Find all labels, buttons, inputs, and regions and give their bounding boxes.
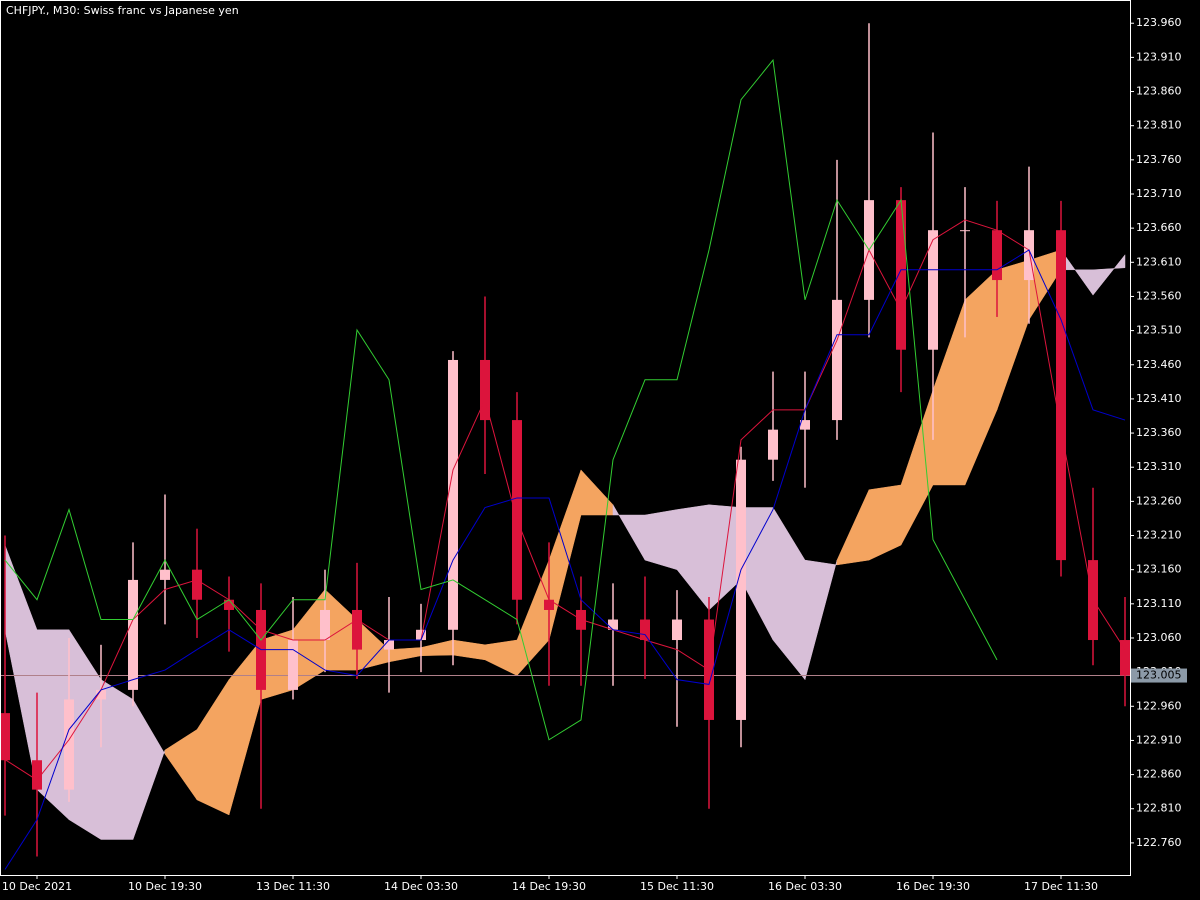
y-tick-label: 123.510 — [1136, 324, 1182, 337]
candle-body — [768, 429, 778, 460]
indicator-line — [4, 219, 1126, 781]
candle-body — [224, 599, 234, 610]
candle-body — [1120, 640, 1130, 676]
x-tick-label: 13 Dec 11:30 — [256, 880, 330, 893]
candle-body — [288, 640, 298, 690]
candle-body — [608, 619, 618, 630]
y-tick-label: 123.260 — [1136, 494, 1182, 507]
candle-body — [640, 619, 650, 641]
y-tick-label: 123.910 — [1136, 50, 1182, 63]
cloud-segment — [100, 679, 134, 840]
y-tick-label: 122.860 — [1136, 768, 1182, 781]
x-tick-label: 14 Dec 03:30 — [384, 880, 458, 893]
candle-body — [480, 359, 490, 421]
chart-title: CHFJPY., M30: Swiss franc vs Japanese ye… — [6, 4, 239, 17]
plot-frame — [0, 0, 1131, 876]
cloud-segment — [644, 509, 678, 571]
x-tick-label: 10 Dec 19:30 — [128, 880, 202, 893]
y-tick-label: 123.110 — [1136, 597, 1182, 610]
indicator-line — [4, 58, 998, 741]
x-tick-label: 10 Dec 2021 — [2, 880, 72, 893]
x-tick-label: 16 Dec 19:30 — [896, 880, 970, 893]
y-tick-label: 122.960 — [1136, 699, 1182, 712]
candle-body — [512, 420, 522, 600]
y-tick-label: 123.310 — [1136, 460, 1182, 473]
candle-body — [736, 459, 746, 720]
candle-body — [928, 230, 938, 350]
candle-body — [64, 699, 74, 790]
x-tick-label: 15 Dec 11:30 — [640, 880, 714, 893]
y-tick-label: 123.160 — [1136, 563, 1182, 576]
y-tick-label: 122.760 — [1136, 836, 1182, 849]
candle-body — [192, 569, 202, 600]
candle-body — [800, 420, 810, 430]
candle-body — [960, 230, 970, 232]
y-tick-label: 122.910 — [1136, 733, 1182, 746]
candle-body — [320, 609, 330, 641]
candle-body — [416, 629, 426, 641]
y-tick-label: 123.860 — [1136, 85, 1182, 98]
y-tick-label: 123.810 — [1136, 119, 1182, 132]
candle-body — [832, 299, 842, 421]
y-tick-label: 123.360 — [1136, 426, 1182, 439]
candle-body — [544, 599, 554, 610]
candle-body — [448, 359, 458, 630]
y-tick-label: 123.460 — [1136, 358, 1182, 371]
candle-body — [992, 230, 1002, 281]
y-tick-label: 123.660 — [1136, 221, 1182, 234]
y-tick-label: 122.810 — [1136, 802, 1182, 815]
plot-area — [0, 23, 1130, 870]
y-tick-label: 123.060 — [1136, 631, 1182, 644]
current-price-box — [1131, 668, 1187, 683]
candle-body — [0, 713, 10, 761]
candle-body — [32, 760, 42, 790]
candle-body — [672, 619, 682, 641]
y-tick-label: 123.210 — [1136, 529, 1182, 542]
cloud-segment — [1092, 254, 1126, 296]
y-tick-label: 123.960 — [1136, 16, 1182, 29]
candle-body — [1024, 230, 1034, 281]
y-tick-label: 123.560 — [1136, 289, 1182, 302]
y-tick-label: 123.410 — [1136, 392, 1182, 405]
candle-body — [384, 640, 394, 650]
y-tick-label: 123.610 — [1136, 255, 1182, 268]
y-tick-label: 123.710 — [1136, 187, 1182, 200]
candle-body — [1056, 230, 1066, 561]
candle-body — [128, 579, 138, 690]
candle-body — [352, 609, 362, 650]
x-tick-label: 17 Dec 11:30 — [1024, 880, 1098, 893]
y-tick-label: 123.760 — [1136, 153, 1182, 166]
indicator-line — [4, 249, 1126, 870]
candle-body — [160, 569, 170, 580]
x-tick-label: 16 Dec 03:30 — [768, 880, 842, 893]
candle-body — [96, 689, 106, 700]
candle-body — [896, 200, 906, 350]
current-price-label: 123.005 — [1136, 669, 1182, 682]
x-tick-label: 14 Dec 19:30 — [512, 880, 586, 893]
